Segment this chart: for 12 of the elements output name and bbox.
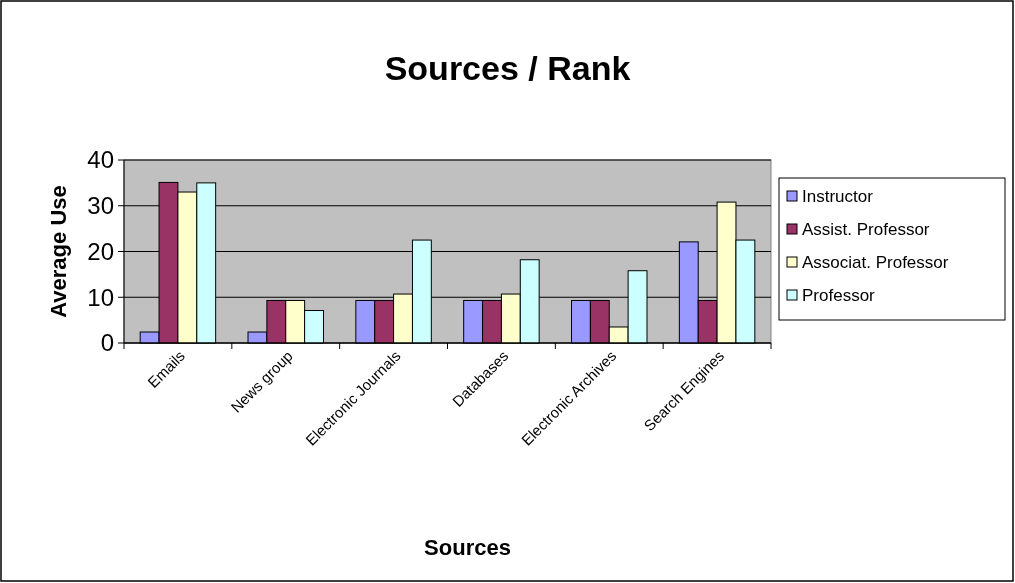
legend-label: Assist. Professor: [802, 219, 930, 239]
y-tick-label: 40: [87, 146, 114, 174]
y-tick-label: 30: [87, 192, 114, 220]
y-tick-label: 20: [87, 237, 114, 265]
legend-label: Associat. Professor: [802, 252, 949, 272]
legend-label: Instructor: [802, 186, 874, 206]
y-tick-label: 0: [100, 329, 114, 357]
y-tick-label: 10: [87, 283, 114, 311]
y-axis-title: Average Use: [46, 185, 71, 318]
chart-title: Sources / Rank: [384, 49, 631, 87]
legend-label: Professor: [802, 285, 876, 305]
x-axis-title: Sources: [424, 535, 511, 560]
